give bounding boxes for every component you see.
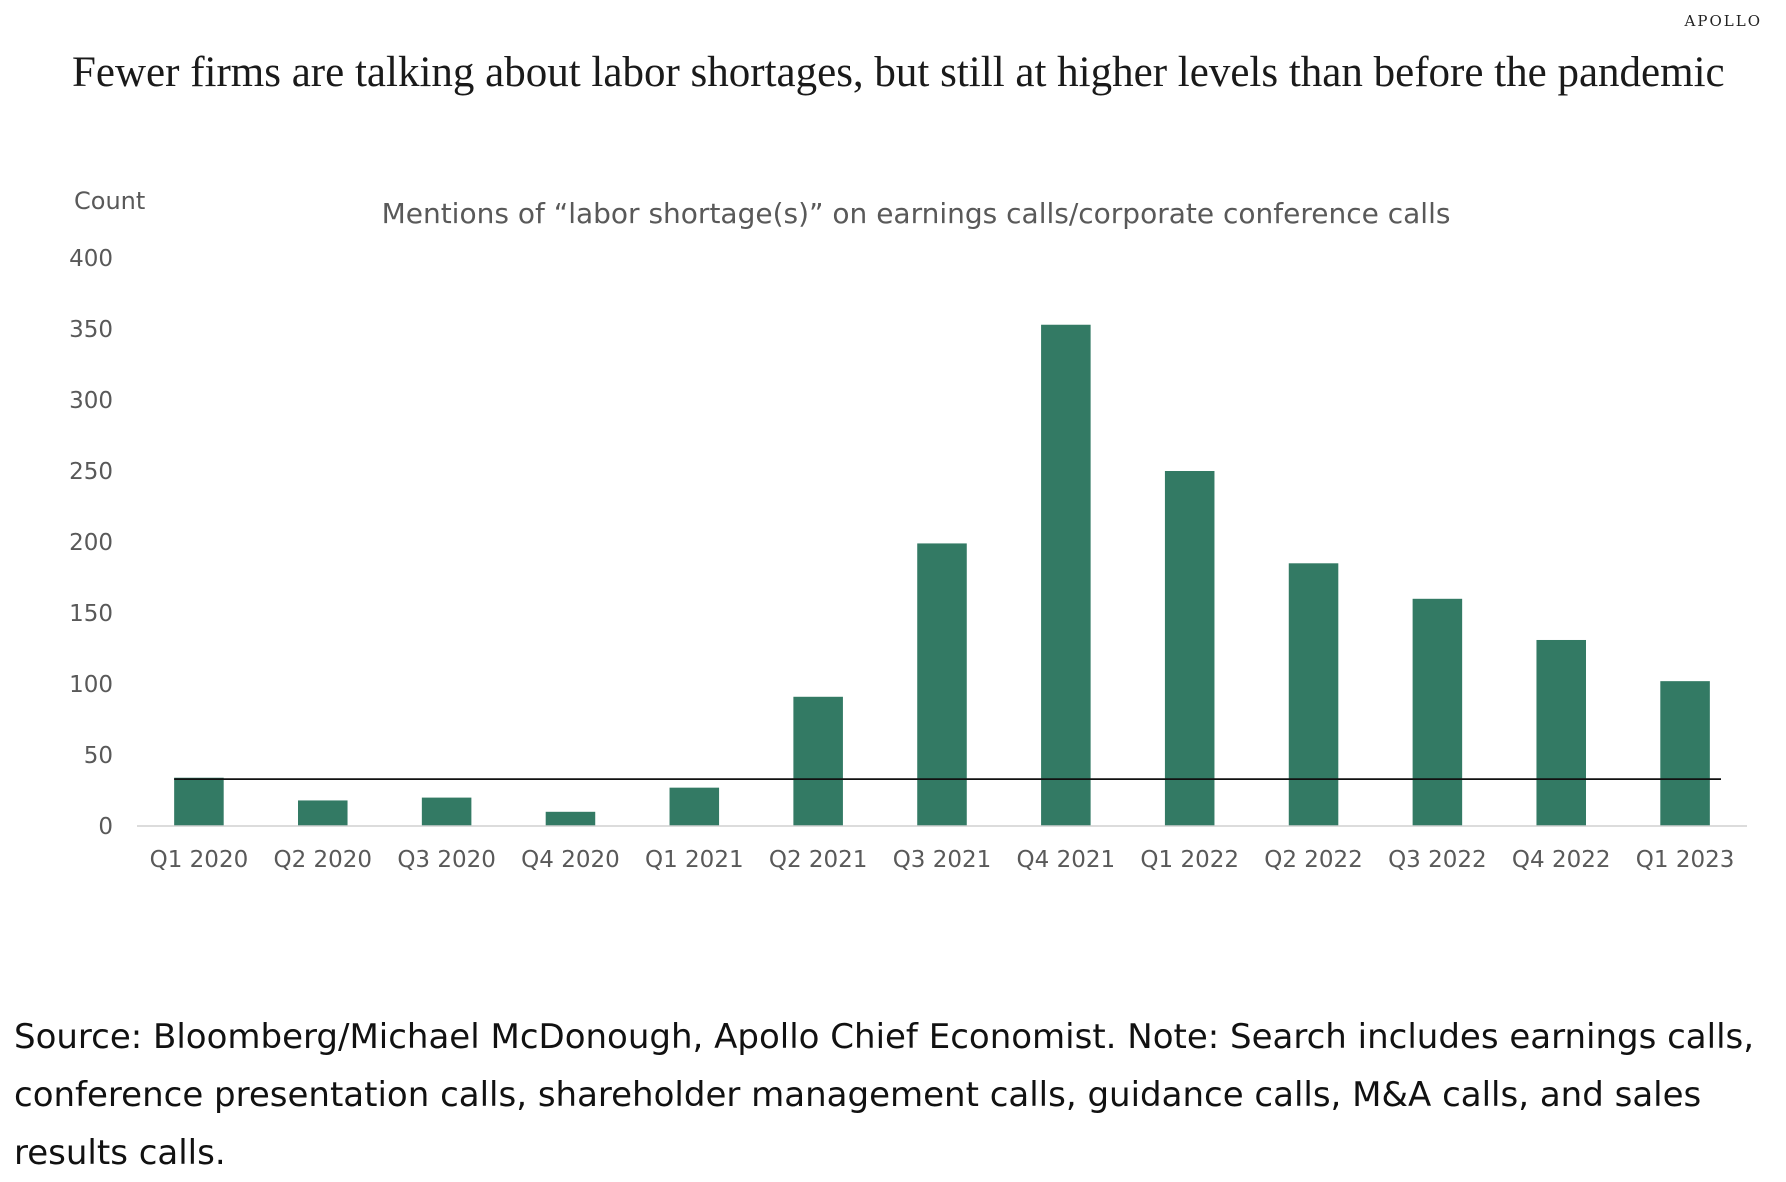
- x-tick-label: Q4 2022: [1512, 847, 1611, 873]
- y-tick-label: 150: [69, 601, 113, 627]
- x-tick-label: Q1 2023: [1636, 847, 1735, 873]
- bar: [669, 787, 720, 826]
- x-tick-label: Q1 2022: [1140, 847, 1239, 873]
- y-tick-label: 100: [69, 672, 113, 698]
- y-tick-label: 350: [69, 317, 113, 343]
- y-tick-label: 300: [69, 388, 113, 414]
- y-tick-label: 400: [69, 246, 113, 272]
- bar: [421, 797, 472, 826]
- y-tick-label: 0: [98, 814, 113, 840]
- x-tick-label: Q2 2021: [769, 847, 868, 873]
- bars: [174, 324, 1710, 826]
- x-tick-label: Q1 2020: [150, 847, 249, 873]
- bar: [1164, 471, 1215, 826]
- x-tick-label: Q2 2020: [273, 847, 372, 873]
- bar-chart: Count Mentions of “labor shortage(s)” on…: [69, 187, 1747, 873]
- chart-title: Mentions of “labor shortage(s)” on earni…: [382, 197, 1451, 230]
- source-note: Source: Bloomberg/Michael McDonough, Apo…: [14, 1017, 1755, 1173]
- bar: [917, 543, 967, 826]
- x-tick-label: Q4 2020: [521, 847, 620, 873]
- bar: [1041, 324, 1091, 826]
- y-tick-label: 250: [69, 459, 113, 485]
- bar: [793, 696, 843, 826]
- x-axis: Q1 2020 Q2 2020 Q3 2020 Q4 2020 Q1 2021 Q2 20…: [150, 847, 1735, 873]
- bar: [1288, 563, 1339, 826]
- y-axis: 0 50 100 150 200 250 300 350 400: [69, 246, 113, 840]
- bar: [1536, 639, 1586, 826]
- x-tick-label: Q4 2021: [1017, 847, 1116, 873]
- x-tick-label: Q2 2022: [1264, 847, 1363, 873]
- bar: [298, 800, 348, 826]
- x-tick-label: Q1 2021: [645, 847, 744, 873]
- brand-logo-text: APOLLO: [1684, 12, 1762, 30]
- x-tick-label: Q3 2022: [1388, 847, 1487, 873]
- headline: Fewer firms are talking about labor shor…: [72, 49, 1725, 96]
- y-tick-label: 50: [84, 743, 113, 769]
- bar: [545, 811, 596, 826]
- x-tick-label: Q3 2020: [397, 847, 496, 873]
- bar: [174, 777, 224, 826]
- bar: [1660, 681, 1710, 826]
- y-axis-title: Count: [74, 187, 145, 215]
- x-tick-label: Q3 2021: [893, 847, 992, 873]
- bar: [1412, 598, 1463, 826]
- y-tick-label: 200: [69, 530, 113, 556]
